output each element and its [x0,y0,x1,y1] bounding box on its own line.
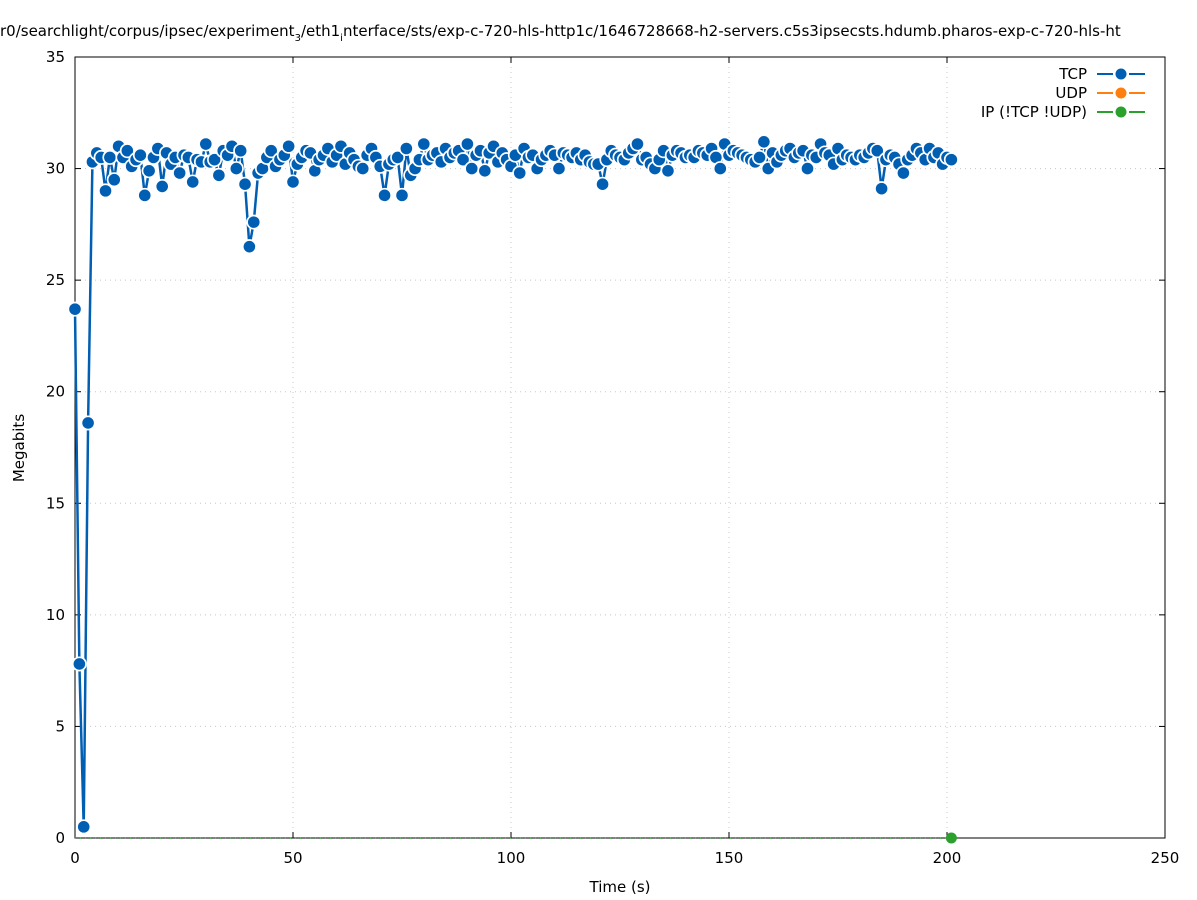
x-axis-label: Time (s) [589,878,651,896]
x-tick-label: 50 [283,849,302,867]
data-point [309,165,321,177]
data-point [418,138,430,150]
x-tick-label: 0 [70,849,80,867]
legend-marker [1115,106,1127,118]
data-point [282,140,295,153]
x-tick-label: 100 [497,849,526,867]
data-point [143,165,155,177]
data-point [356,162,369,175]
grid [75,57,1165,838]
chart-title: r0/searchlight/corpus/ipsec/experiment3/… [0,22,1121,44]
data-point [77,821,90,833]
y-tick-label: 30 [46,160,65,178]
x-tick-label: 150 [715,849,744,867]
y-tick-label: 10 [46,606,65,624]
data-point [400,142,413,155]
data-point [465,162,478,175]
data-point [461,138,474,150]
data-point [801,162,814,175]
data-point [173,167,186,179]
data-point [256,162,269,175]
data-point [213,169,225,182]
data-point [479,165,491,177]
data-point [82,417,94,429]
data-point [186,176,199,188]
data-point [945,832,957,844]
data-point [69,303,81,315]
data-point [875,182,888,195]
series-layer [67,134,959,844]
data-point [945,153,958,166]
data-point [234,144,247,157]
y-tick-label: 20 [46,383,65,401]
data-point [287,176,299,188]
data-point [230,162,243,175]
legend-marker [1115,87,1127,99]
data-point [396,189,408,202]
legend-label: UDP [1055,84,1087,102]
data-point [138,189,151,202]
data-point [897,167,910,179]
data-point [208,153,221,166]
y-axis-label: Megabits [10,414,28,482]
data-point [513,167,526,179]
data-point [200,138,212,150]
data-point [104,151,116,164]
data-point [457,153,469,166]
legend-label: IP (!TCP !UDP) [981,103,1087,121]
axes: 0 50 100 150 200 250 0 5 10 15 20 25 30 35 [46,48,1179,867]
data-point [631,138,644,150]
data-point [247,216,260,228]
data-point [108,173,121,186]
y-tick-label: 5 [55,717,65,735]
data-point [243,240,256,253]
data-point [758,135,770,148]
legend-label: TCP [1058,65,1087,83]
data-point [265,144,278,157]
data-point [99,185,112,197]
data-point [156,180,168,193]
y-tick-label: 0 [55,829,65,847]
data-point [378,189,391,202]
data-point [239,178,251,190]
data-point [753,151,766,164]
legend-marker [1115,68,1127,80]
y-tick-label: 15 [46,494,65,512]
y-tick-label: 25 [46,271,65,289]
x-tick-label: 200 [933,849,962,867]
data-point [871,144,884,157]
data-point [553,162,565,175]
data-point [710,151,722,164]
data-point [134,149,147,161]
series-ip [75,832,957,844]
series-tcp [67,134,959,835]
data-point [121,144,134,157]
x-tick-label: 250 [1151,849,1180,867]
data-point [596,178,609,190]
data-point [714,162,727,175]
y-tick-label: 35 [46,48,65,66]
data-point [391,151,404,164]
series-line [73,139,952,827]
data-point [662,165,674,177]
data-point [73,658,86,670]
